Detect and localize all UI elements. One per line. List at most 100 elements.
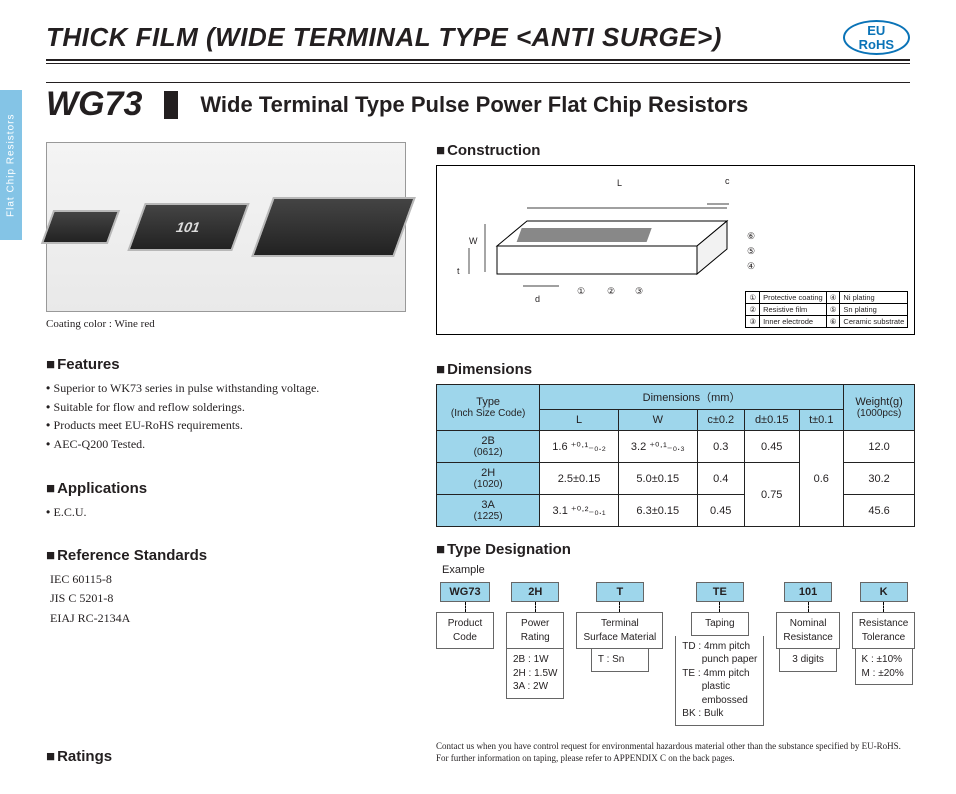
dim-label-W: W [469, 236, 478, 246]
side-tab-flat-chip: Flat Chip Resistors [0, 90, 22, 240]
features-section: Features Superior to WK73 series in puls… [46, 356, 406, 453]
td-col-power-rating: 2H Power Rating 2B : 1W 2H : 1.5W 3A : 2… [506, 582, 564, 726]
chip-small [41, 210, 120, 244]
dims-row: 2H(1020) 2.5±0.155.0±0.150.4 0.75 30.2 [437, 463, 915, 495]
dims-th-c: c±0.2 [697, 410, 744, 431]
reference-standards-section: Reference Standards IEC 60115-8 JIS C 52… [46, 547, 406, 628]
subtitle: Wide Terminal Type Pulse Power Flat Chip… [200, 92, 748, 118]
main-title: THICK FILM (WIDE TERMINAL TYPE <ANTI SUR… [46, 22, 722, 53]
applications-list: E.C.U. [46, 503, 406, 522]
type-designation-section: Type Designation Example WG73 Product Co… [436, 541, 915, 765]
chip-label: 101 [173, 219, 202, 235]
callout-2: ② [607, 286, 615, 297]
applications-section: Applications E.C.U. [46, 480, 406, 522]
td-head: 101 [784, 582, 832, 602]
badge-line2: RoHS [859, 38, 894, 52]
td-box: Power Rating [506, 612, 564, 649]
feature-item: Suitable for flow and reflow solderings. [46, 398, 406, 417]
badge-line1: EU [859, 24, 894, 38]
dimensions-table: Type(Inch Size Code) Dimensions（mm） Weig… [436, 384, 915, 527]
refs-hdr: Reference Standards [46, 547, 406, 564]
td-box: Terminal Surface Material [576, 612, 663, 649]
construction-diagram: L c W t d ① ② ③ ④ ⑤ ⑥ ①Protective coatin… [436, 165, 915, 335]
dim-label-d: d [535, 294, 540, 304]
subhead: WG73 Wide Terminal Type Pulse Power Flat… [46, 82, 910, 124]
footnote-line: For further information on taping, pleas… [436, 752, 915, 765]
chip-medium: 101 [127, 203, 249, 251]
td-box-detail: K : ±10% M : ±20% [855, 649, 913, 685]
td-head: K [860, 582, 908, 602]
callout-5: ⑤ [747, 246, 755, 257]
footnote-line: Contact us when you have control request… [436, 740, 915, 753]
dims-row: 3A(1225) 3.1 ⁺⁰·²₋₀.₁6.3±0.150.45 45.6 [437, 495, 915, 527]
dims-t-merged: 0.6 [799, 431, 843, 527]
td-col-nominal-resistance: 101 Nominal Resistance 3 digits [776, 582, 839, 726]
dimensions-hdr: Dimensions [436, 361, 915, 378]
photo-caption: Coating color : Wine red [46, 318, 406, 330]
dim-label-L: L [617, 178, 622, 188]
dims-th-W: W [618, 410, 697, 431]
feature-item: Superior to WK73 series in pulse withsta… [46, 379, 406, 398]
title-bar-icon [164, 91, 178, 119]
callout-4: ④ [747, 261, 755, 272]
feature-item: AEC-Q200 Tested. [46, 435, 406, 454]
dimensions-section: Dimensions Type(Inch Size Code) Dimensio… [436, 361, 915, 527]
legend-row: ③Inner electrode⑥Ceramic substrate [746, 316, 908, 328]
type-designation-row: WG73 Product Code 2H Power Rating 2B : 1… [436, 582, 915, 726]
dims-row: 2B(0612) 1.6 ⁺⁰·¹₋₀.₂3.2 ⁺⁰·¹₋₀.₃0.30.45… [437, 431, 915, 463]
td-box: Taping [691, 612, 749, 636]
ref-item: IEC 60115-8 [50, 570, 406, 589]
ref-item: EIAJ RC-2134A [50, 609, 406, 628]
features-list: Superior to WK73 series in pulse withsta… [46, 379, 406, 453]
dim-label-t: t [457, 266, 460, 276]
top-row: THICK FILM (WIDE TERMINAL TYPE <ANTI SUR… [46, 20, 910, 61]
td-col-taping: TE Taping TD : 4mm pitch punch paper TE … [675, 582, 764, 726]
dims-d-merged: 0.75 [744, 463, 799, 527]
dims-th-d: d±0.15 [744, 410, 799, 431]
ref-item: JIS C 5201-8 [50, 589, 406, 608]
dims-th-type: Type(Inch Size Code) [437, 385, 540, 431]
td-box-detail: 3 digits [779, 649, 837, 672]
td-box-detail: T : Sn [591, 649, 649, 672]
td-col-product-code: WG73 Product Code [436, 582, 494, 726]
applications-hdr: Applications [46, 480, 406, 497]
feature-item: Products meet EU-RoHS requirements. [46, 416, 406, 435]
type-designation-hdr: Type Designation [436, 541, 915, 558]
td-box: Product Code [436, 612, 494, 649]
td-col-terminal: T Terminal Surface Material T : Sn [576, 582, 663, 726]
ratings-hdr: Ratings [46, 748, 406, 765]
eu-rohs-badge: EU RoHS [843, 20, 910, 55]
chip-large [251, 197, 415, 257]
td-box-detail: TD : 4mm pitch punch paper TE : 4mm pitc… [675, 636, 764, 726]
refs-list: IEC 60115-8 JIS C 5201-8 EIAJ RC-2134A [50, 570, 406, 628]
footnote: Contact us when you have control request… [436, 740, 915, 765]
callout-1: ① [577, 286, 585, 297]
features-hdr: Features [46, 356, 406, 373]
legend-row: ①Protective coating④Ni plating [746, 292, 908, 304]
dims-th-wt: Weight(g)(1000pcs) [843, 385, 914, 431]
dims-th-t: t±0.1 [799, 410, 843, 431]
dims-th-L: L [540, 410, 619, 431]
td-head: 2H [511, 582, 559, 602]
td-head: T [596, 582, 644, 602]
td-col-tolerance: K Resistance Tolerance K : ±10% M : ±20% [852, 582, 915, 726]
construction-legend: ①Protective coating④Ni plating ②Resistiv… [745, 291, 908, 328]
td-head: WG73 [440, 582, 489, 602]
ratings-section: Ratings [46, 748, 406, 765]
dims-th-dimspan: Dimensions（mm） [540, 385, 844, 410]
dim-label-c: c [725, 176, 730, 186]
left-column: 101 Coating color : Wine red Features Su… [46, 142, 406, 771]
product-photo: 101 [46, 142, 406, 312]
construction-hdr: Construction [436, 142, 915, 159]
product-code: WG73 [46, 85, 142, 124]
td-box: Resistance Tolerance [852, 612, 915, 649]
td-box: Nominal Resistance [776, 612, 839, 649]
td-box-detail: 2B : 1W 2H : 1.5W 3A : 2W [506, 649, 564, 699]
legend-row: ②Resistive film⑤Sn plating [746, 304, 908, 316]
td-head: TE [696, 582, 744, 602]
application-item: E.C.U. [46, 503, 406, 522]
page: THICK FILM (WIDE TERMINAL TYPE <ANTI SUR… [0, 0, 956, 791]
example-label: Example [442, 564, 915, 576]
callout-3: ③ [635, 286, 643, 297]
callout-6: ⑥ [747, 231, 755, 242]
